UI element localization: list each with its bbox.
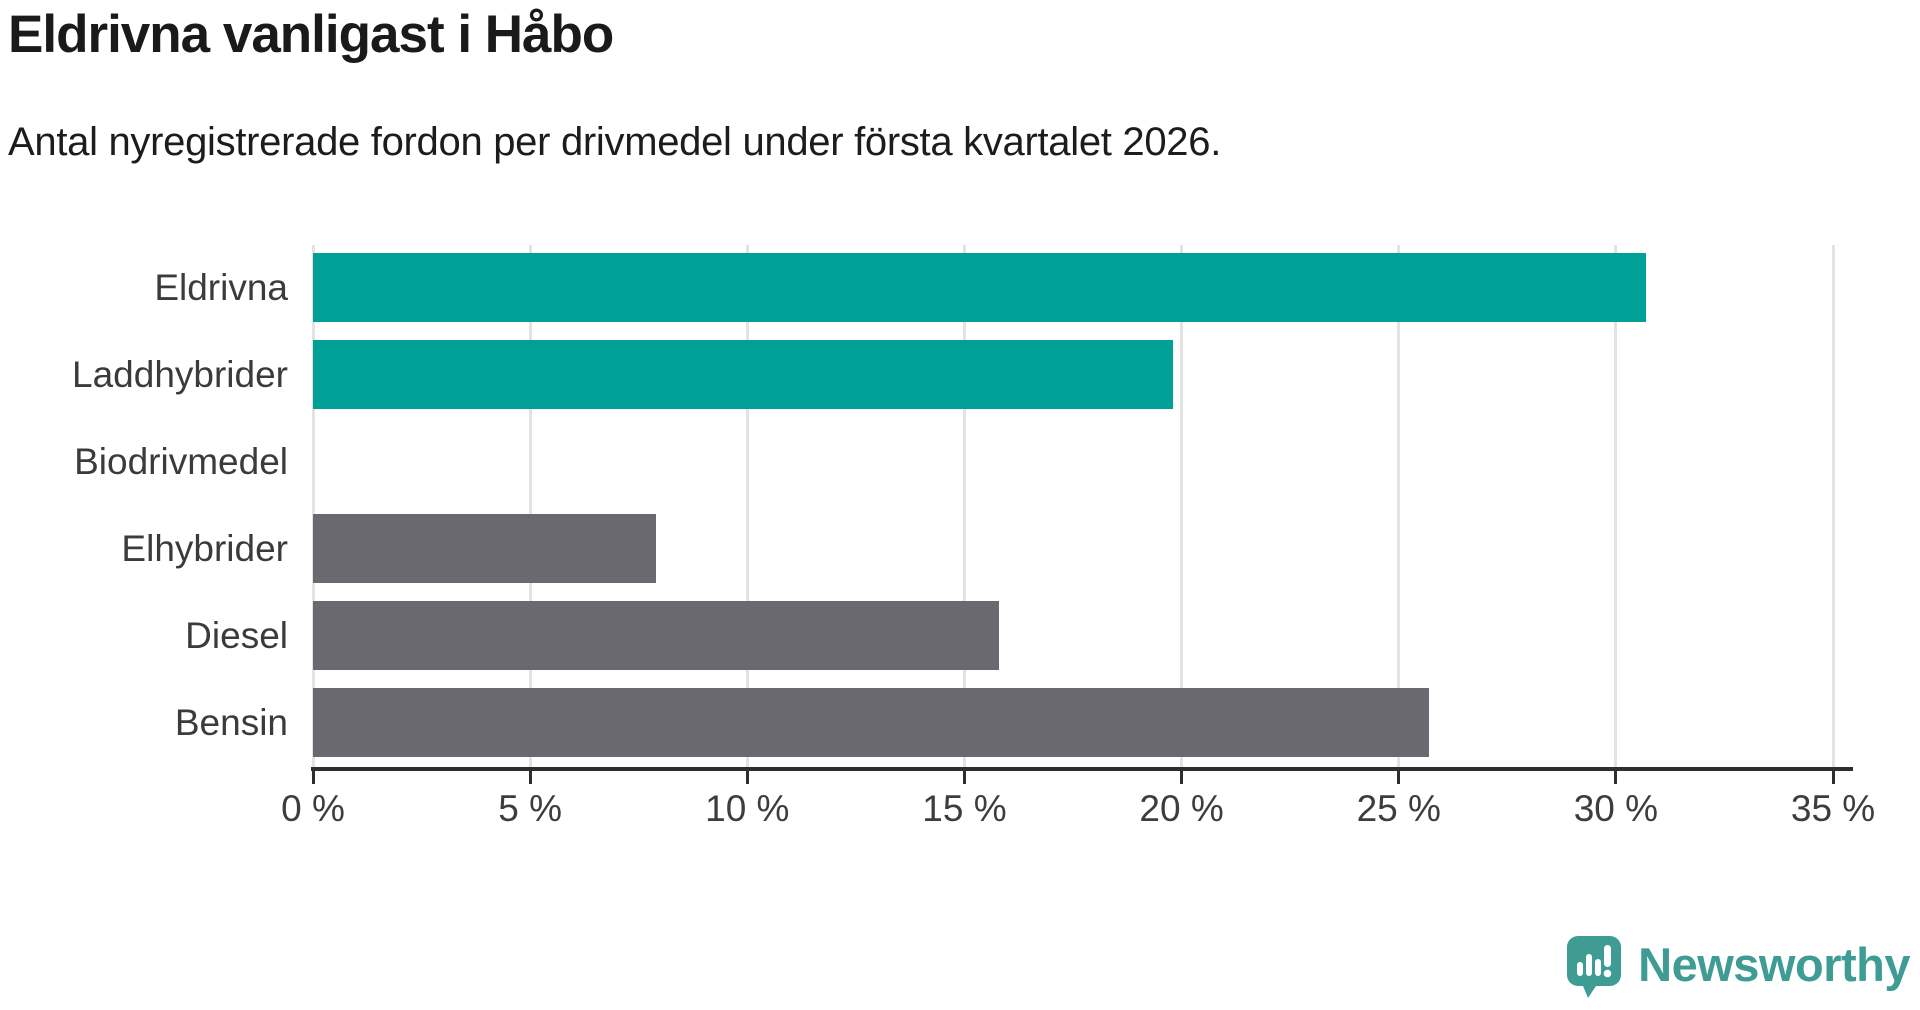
bar-elhybrider xyxy=(313,514,657,583)
category-label-bensin: Bensin xyxy=(174,702,288,743)
x-axis-tick-label-20: 20 % xyxy=(1139,788,1224,829)
gridline-20 xyxy=(1180,245,1184,767)
x-axis-tick-label-25: 25 % xyxy=(1356,788,1441,829)
x-axis-line xyxy=(311,767,1853,771)
newsworthy-wordmark: Newsworthy xyxy=(1638,938,1910,991)
bar-bensin xyxy=(313,688,1430,757)
category-label-laddhybrider: Laddhybrider xyxy=(72,354,288,395)
x-axis-tick-30 xyxy=(1614,771,1618,784)
x-axis-tick-label-15: 15 % xyxy=(922,788,1007,829)
x-axis-tick-0 xyxy=(311,771,315,784)
gridline-10 xyxy=(745,245,749,767)
chart-title: Eldrivna vanligast i Håbo xyxy=(8,5,614,64)
newsworthy-logo: Newsworthy xyxy=(1566,935,1910,1004)
x-axis-tick-35 xyxy=(1831,771,1835,784)
x-axis-tick-label-10: 10 % xyxy=(705,788,790,829)
gridline-25 xyxy=(1397,245,1401,767)
category-label-elhybrider: Elhybrider xyxy=(121,528,288,569)
x-axis-tick-10 xyxy=(745,771,749,784)
category-label-diesel: Diesel xyxy=(185,615,288,656)
bar-eldrivna xyxy=(313,253,1647,322)
x-axis-tick-label-35: 35 % xyxy=(1790,788,1876,829)
gridline-30 xyxy=(1614,245,1618,767)
x-axis-tick-25 xyxy=(1397,771,1401,784)
gridline-35 xyxy=(1831,245,1835,767)
x-axis-tick-label-30: 30 % xyxy=(1573,788,1659,829)
x-axis-tick-20 xyxy=(1180,771,1184,784)
x-axis-tick-5 xyxy=(528,771,532,784)
chart-subtitle: Antal nyregistrerade fordon per drivmede… xyxy=(8,120,1222,164)
x-axis-tick-label-5: 5 % xyxy=(498,788,563,829)
bar-diesel xyxy=(313,601,1000,670)
x-axis-tick-label-0: 0 % xyxy=(281,788,345,829)
gridline-0 xyxy=(311,245,315,767)
category-label-biodrivmedel: Biodrivmedel xyxy=(74,441,288,482)
x-axis-tick-15 xyxy=(962,771,966,784)
gridline-15 xyxy=(962,245,966,767)
gridline-5 xyxy=(528,245,532,767)
bar-laddhybrider xyxy=(313,340,1173,409)
category-label-eldrivna: Eldrivna xyxy=(154,267,288,308)
newsworthy-bubble-chart-icon xyxy=(1566,935,1622,1004)
